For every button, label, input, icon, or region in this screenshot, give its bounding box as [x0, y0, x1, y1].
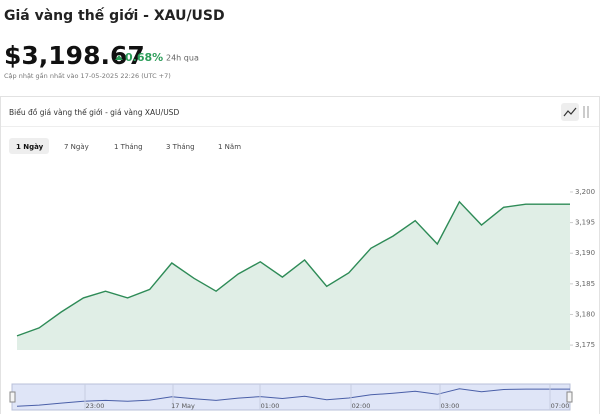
- tab[interactable]: 1 Tháng: [114, 143, 143, 151]
- navigator-label: 01:00: [261, 402, 280, 410]
- y-tick-label: 3,180: [575, 310, 595, 318]
- tab[interactable]: 1 Ngày: [16, 143, 44, 151]
- navigator-label: 17 May: [171, 402, 195, 410]
- tab[interactable]: 7 Ngày: [64, 143, 89, 151]
- tabs: 1 Ngày 7 Ngày 1 Tháng 3 Tháng 1 Năm: [9, 138, 241, 154]
- page-title: Giá vàng thế giới - XAU/USD: [4, 7, 225, 24]
- navigator-label: 03:00: [441, 402, 460, 410]
- navigator-label: 07:00: [551, 402, 570, 410]
- line: [16, 200, 570, 337]
- handle-right[interactable]: [566, 391, 573, 403]
- price: $3,198.67: [4, 41, 145, 70]
- change: 0.68%: [125, 51, 163, 64]
- handle-left[interactable]: [9, 391, 16, 403]
- candle-icon[interactable]: [583, 106, 589, 118]
- navigator: [11, 383, 571, 411]
- panel-title: Biểu đồ giá vàng thế giới - giá vàng XAU…: [9, 108, 179, 117]
- y-tick-label: 3,200: [575, 188, 595, 196]
- y-tick-label: 3,195: [575, 219, 595, 227]
- line-icon-glyph: [563, 107, 577, 117]
- navigator-line: [16, 388, 570, 407]
- up-arrow: [115, 55, 123, 60]
- updated: Cập nhật gần nhất vào 17-05-2025 22:26 (…: [4, 72, 171, 80]
- tab-active: [9, 138, 49, 154]
- line-icon[interactable]: [561, 103, 579, 121]
- plot: 3,175 3,180 3,185 3,190 3,195 3,200: [16, 188, 595, 350]
- y-tick-label: 3,190: [575, 249, 595, 257]
- tab[interactable]: 1 Năm: [218, 143, 241, 151]
- y-tick-label: 3,175: [575, 341, 595, 349]
- tab[interactable]: 3 Tháng: [166, 143, 195, 151]
- panel: [0, 96, 600, 418]
- navigator-content: 23:00 17 May 01:00 02:00 03:00 07:00: [9, 384, 573, 410]
- change-period: 24h qua: [166, 54, 199, 63]
- y-tick-label: 3,185: [575, 280, 595, 288]
- navigator-label: 02:00: [352, 402, 371, 410]
- navigator-label: 23:00: [86, 402, 105, 410]
